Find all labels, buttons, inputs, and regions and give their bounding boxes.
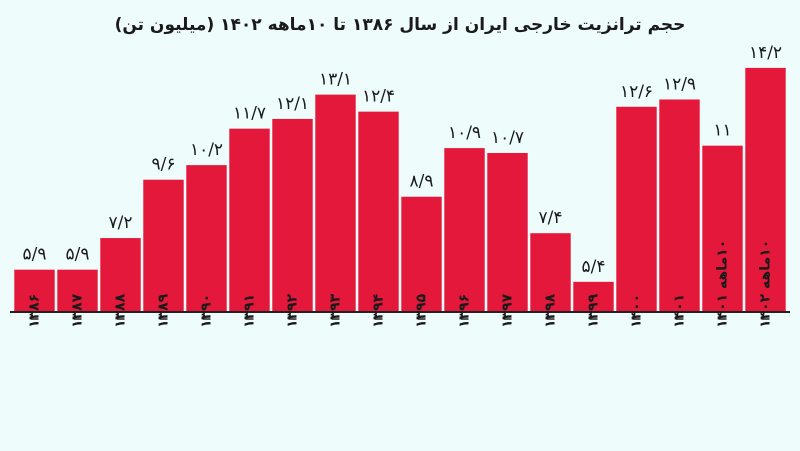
x-tick-label: ۱۳۹۰ (199, 294, 215, 328)
value-label: ۱۱/۷ (233, 104, 266, 124)
bar (143, 179, 184, 311)
bar (272, 118, 313, 311)
value-label: ۵/۹ (66, 245, 90, 265)
value-label: ۱۲/۶ (620, 82, 653, 102)
x-tick-label: ۱۴۰۰ (629, 294, 645, 328)
value-label: ۵/۹ (23, 245, 47, 265)
bar (14, 269, 55, 311)
x-tick-label: ۱۳۹۲ (285, 293, 301, 328)
x-tick-label: ۱۴۰۱ (672, 294, 688, 328)
x-tick-label: ۱۰ماهه ۱۴۰۲ (758, 240, 774, 328)
value-label: ۹/۶ (152, 155, 176, 175)
x-tick-label: ۱۳۹۳ (328, 293, 344, 328)
x-tick-label: ۱۳۹۸ (543, 293, 559, 328)
bar (57, 269, 98, 311)
bar (358, 111, 399, 311)
x-tick-label: ۱۳۸۶ (27, 294, 43, 328)
value-label: ۱۱ (713, 121, 731, 141)
x-tick-label: ۱۳۹۶ (457, 294, 473, 328)
x-tick-label: ۱۳۹۱ (242, 294, 258, 328)
bar (745, 67, 786, 311)
bar (229, 128, 270, 311)
x-tick-label: ۱۳۹۷ (500, 293, 516, 328)
bar (100, 238, 141, 311)
bar (401, 196, 442, 311)
value-label: ۵/۴ (582, 257, 606, 277)
x-tick-label: ۱۳۸۸ (113, 293, 129, 328)
x-tick-label: ۱۳۸۹ (156, 293, 172, 328)
bar (659, 99, 700, 311)
bar (186, 165, 227, 311)
value-label: ۱۰/۲ (190, 140, 223, 160)
bar (573, 281, 614, 311)
x-tick-label: ۱۰ماهه ۱۴۰۱ (715, 240, 731, 328)
x-tick-label: ۱۳۸۷ (70, 293, 86, 328)
value-label: ۱۲/۱ (276, 94, 309, 114)
bar (702, 145, 743, 311)
value-label: ۷/۴ (539, 208, 563, 228)
bar (616, 106, 657, 311)
value-label: ۸/۹ (410, 172, 434, 192)
chart-title: حجم ترانزیت خارجی ایران از سال ۱۳۸۶ تا ۱… (115, 15, 686, 35)
bar (444, 148, 485, 311)
x-tick-label: ۱۳۹۵ (414, 293, 430, 328)
value-label: ۱۲/۴ (362, 87, 395, 107)
value-label: ۱۳/۱ (319, 70, 352, 90)
value-label: ۱۰/۷ (491, 128, 524, 148)
value-label: ۱۰/۹ (448, 123, 481, 143)
x-tick-label: ۱۳۹۴ (371, 293, 387, 328)
bar (530, 233, 571, 311)
value-label: ۱۴/۲ (749, 43, 782, 63)
value-label: ۱۲/۹ (663, 74, 696, 94)
bar (315, 94, 356, 311)
bar (487, 152, 528, 311)
x-tick-label: ۱۳۹۹ (586, 293, 602, 328)
value-label: ۷/۲ (109, 213, 133, 233)
